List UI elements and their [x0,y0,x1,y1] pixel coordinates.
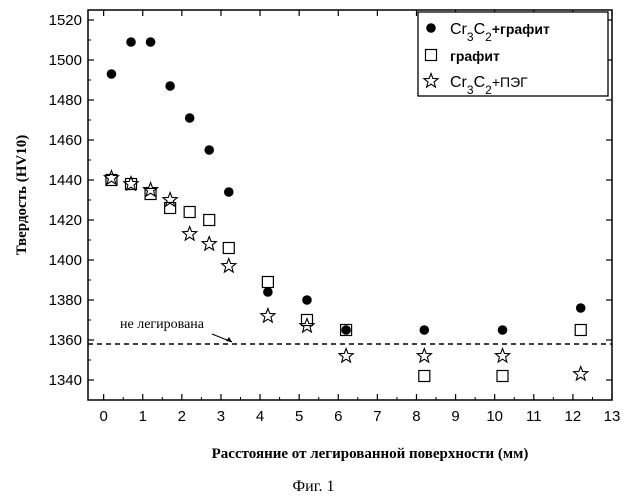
y-tick-label: 1380 [49,292,82,309]
data-point-filled-circle [107,69,117,79]
x-tick-label: 13 [604,408,621,425]
x-tick-label: 6 [334,408,342,425]
data-point-filled-circle [224,187,234,197]
data-point-open-square [497,371,508,382]
data-point-filled-circle [419,325,429,335]
data-point-open-star [202,237,216,251]
figure-caption: Фиг. 1 [0,478,627,496]
data-point-filled-circle [498,325,508,335]
data-point-filled-circle [263,287,273,297]
x-tick-label: 9 [451,408,459,425]
x-tick-label: 8 [412,408,420,425]
data-point-open-star [339,349,353,363]
data-point-filled-circle [165,81,175,91]
x-tick-label: 4 [256,408,264,425]
y-tick-label: 1420 [49,212,82,229]
data-point-open-star [222,259,236,273]
x-tick-label: 2 [178,408,186,425]
data-point-open-star [495,349,509,363]
data-point-filled-circle [126,37,136,47]
data-point-open-square [223,243,234,254]
data-point-filled-circle [576,303,586,313]
x-tick-label: 0 [99,408,107,425]
x-tick-label: 5 [295,408,303,425]
y-tick-label: 1500 [49,52,82,69]
data-point-open-square [419,371,430,382]
data-point-filled-circle [204,145,214,155]
legend: Cr3C2+графитграфитCr3C2+ПЭГ [418,12,608,97]
data-point-filled-circle [302,295,312,305]
x-tick-label: 12 [565,408,582,425]
data-point-filled-circle [185,113,195,123]
data-point-filled-circle [341,325,351,335]
data-point-open-star [183,227,197,241]
x-axis-title: Расстояние от легированной поверхности (… [212,446,529,462]
data-point-filled-circle [146,37,156,47]
y-tick-label: 1460 [49,132,82,149]
x-tick-label: 3 [217,408,225,425]
data-point-open-star [417,349,431,363]
y-tick-label: 1480 [49,92,82,109]
data-point-open-star [574,367,588,381]
legend-marker-filled-circle [426,23,436,33]
data-point-open-square [262,277,273,288]
legend-label: графит [450,48,500,64]
x-tick-label: 11 [526,408,542,425]
x-tick-label: 1 [139,408,147,425]
data-point-open-square [184,207,195,218]
data-point-open-star [261,309,275,323]
y-tick-label: 1440 [49,172,82,189]
reference-line-label: не легирована [120,317,205,332]
data-point-open-square [204,215,215,226]
x-tick-label: 7 [373,408,381,425]
data-point-open-square [575,325,586,336]
y-axis-title: Твердость (HV10) [14,135,30,255]
y-tick-label: 1520 [49,12,82,29]
x-tick-label: 10 [486,408,503,425]
y-tick-label: 1400 [49,252,82,269]
y-tick-label: 1340 [49,372,82,389]
y-tick-label: 1360 [49,332,82,349]
